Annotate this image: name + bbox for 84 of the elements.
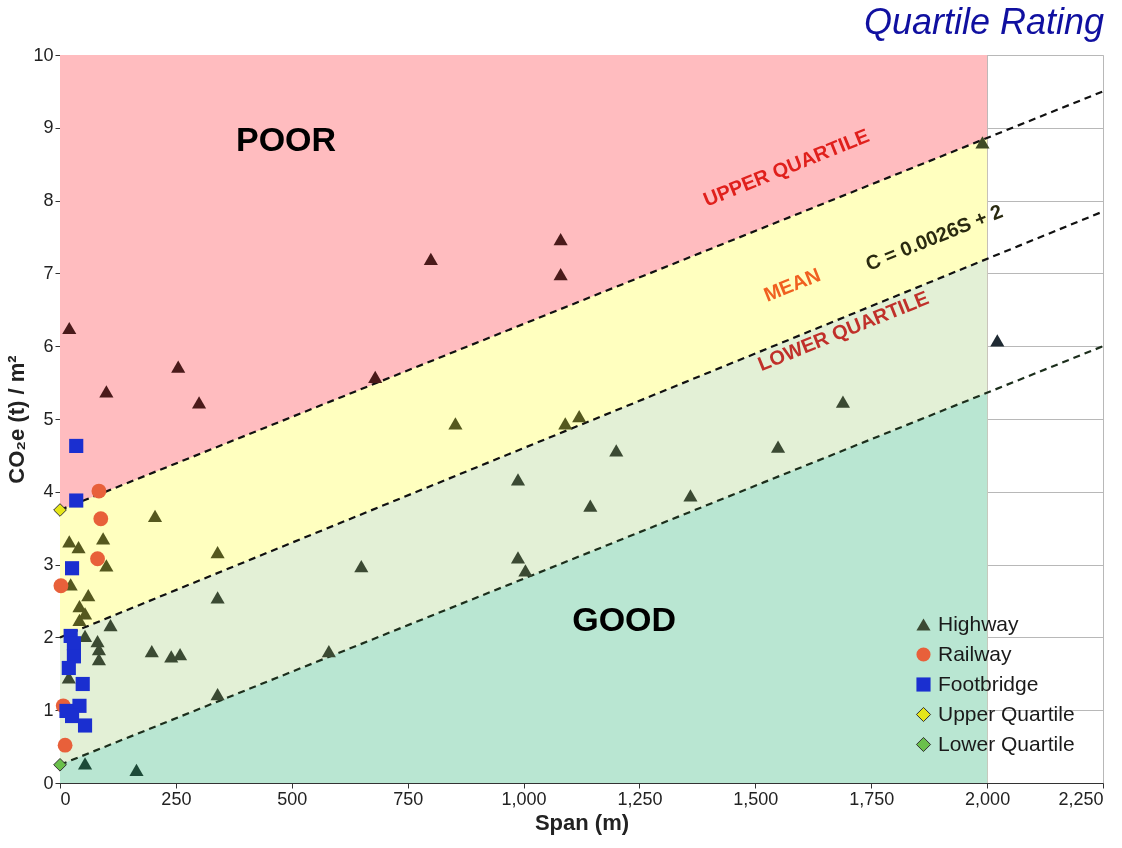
point [99,559,114,572]
y-axis-title: CO₂e (t) / m² [4,355,30,484]
point [147,509,163,522]
point [558,417,573,430]
y-tick-label: 8 [43,190,54,211]
point [90,551,105,567]
point [210,688,225,701]
point [62,535,77,548]
legend-label: Highway [938,611,1020,635]
point [81,589,96,602]
point [354,559,369,573]
point [61,660,76,676]
y-tick-label: 7 [43,262,54,283]
point [171,360,186,373]
x-tick-label: 1,250 [617,788,663,809]
legend-label: Railway [938,641,1013,665]
x-tick-label: 1,500 [733,788,779,809]
y-tick-label: 4 [43,481,54,502]
legend-label: Upper Quartile [938,701,1075,725]
point [448,417,463,430]
legend-label: Lower Quartile [938,731,1075,755]
annotation: GOOD [572,600,677,639]
point [71,541,86,554]
point [553,233,568,246]
point [75,676,90,692]
point [57,737,73,753]
point [553,268,568,281]
x-tick-label: 2,000 [965,788,1011,809]
point [683,489,698,502]
point [609,444,624,457]
point [518,564,533,577]
point [66,636,81,651]
point [53,757,67,772]
point [72,613,87,627]
point [321,645,336,658]
x-tick-label: 0 [60,788,71,809]
point [77,718,93,733]
point [96,532,111,545]
y-tick-label: 10 [33,44,54,65]
y-tick-label: 3 [43,554,54,575]
point [69,493,84,508]
y-tick-label: 6 [43,335,54,356]
point [53,503,67,517]
point [210,546,225,559]
y-tick-label: 0 [43,772,54,793]
y-tick-label: 9 [43,117,54,138]
y-tick-label: 5 [43,408,54,429]
point [91,483,107,499]
point [64,561,80,576]
point [835,395,851,408]
point [210,591,225,604]
point [423,252,438,265]
point [53,578,69,594]
point [99,385,114,398]
x-tick-label: 2,250 [1058,788,1104,809]
point [129,763,144,777]
x-axis-title: Span (m) [534,809,630,835]
y-tick-label: 1 [43,699,54,720]
point [770,440,786,453]
legend-label: Footbridge [938,671,1039,695]
point [103,618,118,632]
point [990,334,1005,347]
point [91,653,107,666]
point [368,370,383,383]
y-tick-label: 2 [43,626,54,647]
x-tick-label: 250 [161,788,192,809]
x-tick-label: 500 [277,788,308,809]
point [77,757,93,770]
point [510,473,526,486]
point [510,551,526,564]
x-tick-label: 750 [393,788,424,809]
point [192,396,207,409]
point [572,409,587,423]
annotation: POOR [235,120,337,159]
x-tick-label: 1,000 [501,788,547,809]
annotation: MEAN [760,263,824,306]
point [144,645,159,658]
point [583,499,598,512]
point [975,136,990,149]
point [62,321,77,335]
point [93,511,109,527]
point [69,438,84,454]
chart-title: Quartile Rating [863,1,1105,42]
x-tick-label: 1,750 [849,788,895,809]
